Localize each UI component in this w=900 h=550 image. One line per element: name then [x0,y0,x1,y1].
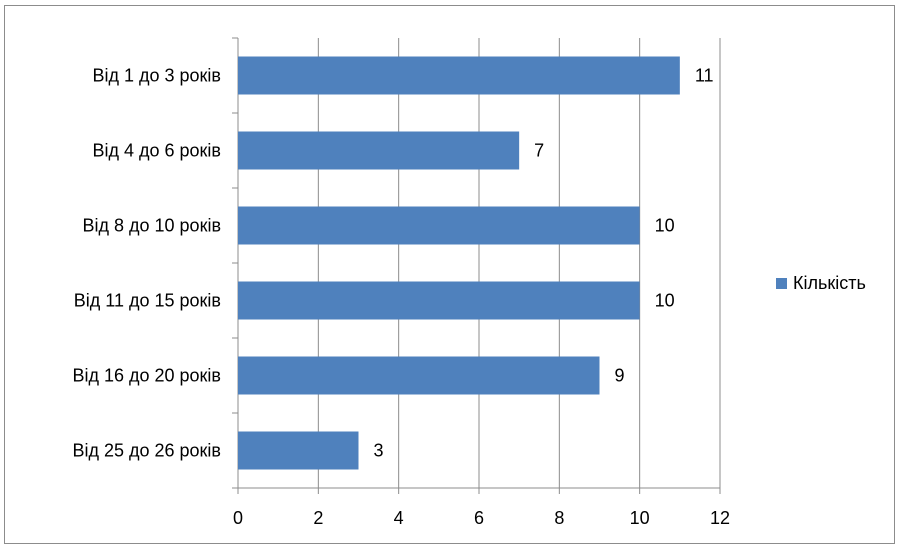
x-tick-label: 4 [394,508,404,528]
category-label: Від 16 до 20 років [72,366,221,386]
bar [238,206,640,245]
x-tick-label: 6 [474,508,484,528]
bar [238,356,600,395]
data-label: 3 [374,441,384,461]
data-label: 10 [655,216,675,236]
chart-border [4,5,895,544]
category-label: Від 11 до 15 років [74,291,221,311]
bar [238,431,359,470]
x-tick-label: 10 [630,508,650,528]
data-label: 9 [615,366,625,386]
legend: Кількість [776,273,866,293]
bar [238,131,520,170]
x-tick-label: 0 [233,508,243,528]
x-tick-label: 12 [710,508,730,528]
bar [238,281,640,320]
category-label: Від 8 до 10 років [82,216,221,236]
data-label: 7 [534,141,544,161]
data-label: 11 [695,66,714,86]
data-label: 10 [655,291,675,311]
category-label: Від 1 до 3 років [92,66,221,86]
category-label: Від 25 до 26 років [72,441,221,461]
x-tick-label: 8 [554,508,564,528]
x-tick-label: 2 [313,508,323,528]
legend-swatch [776,278,787,289]
category-label: Від 4 до 6 років [92,141,221,161]
legend-label: Кількість [793,273,866,293]
bar [238,56,680,95]
